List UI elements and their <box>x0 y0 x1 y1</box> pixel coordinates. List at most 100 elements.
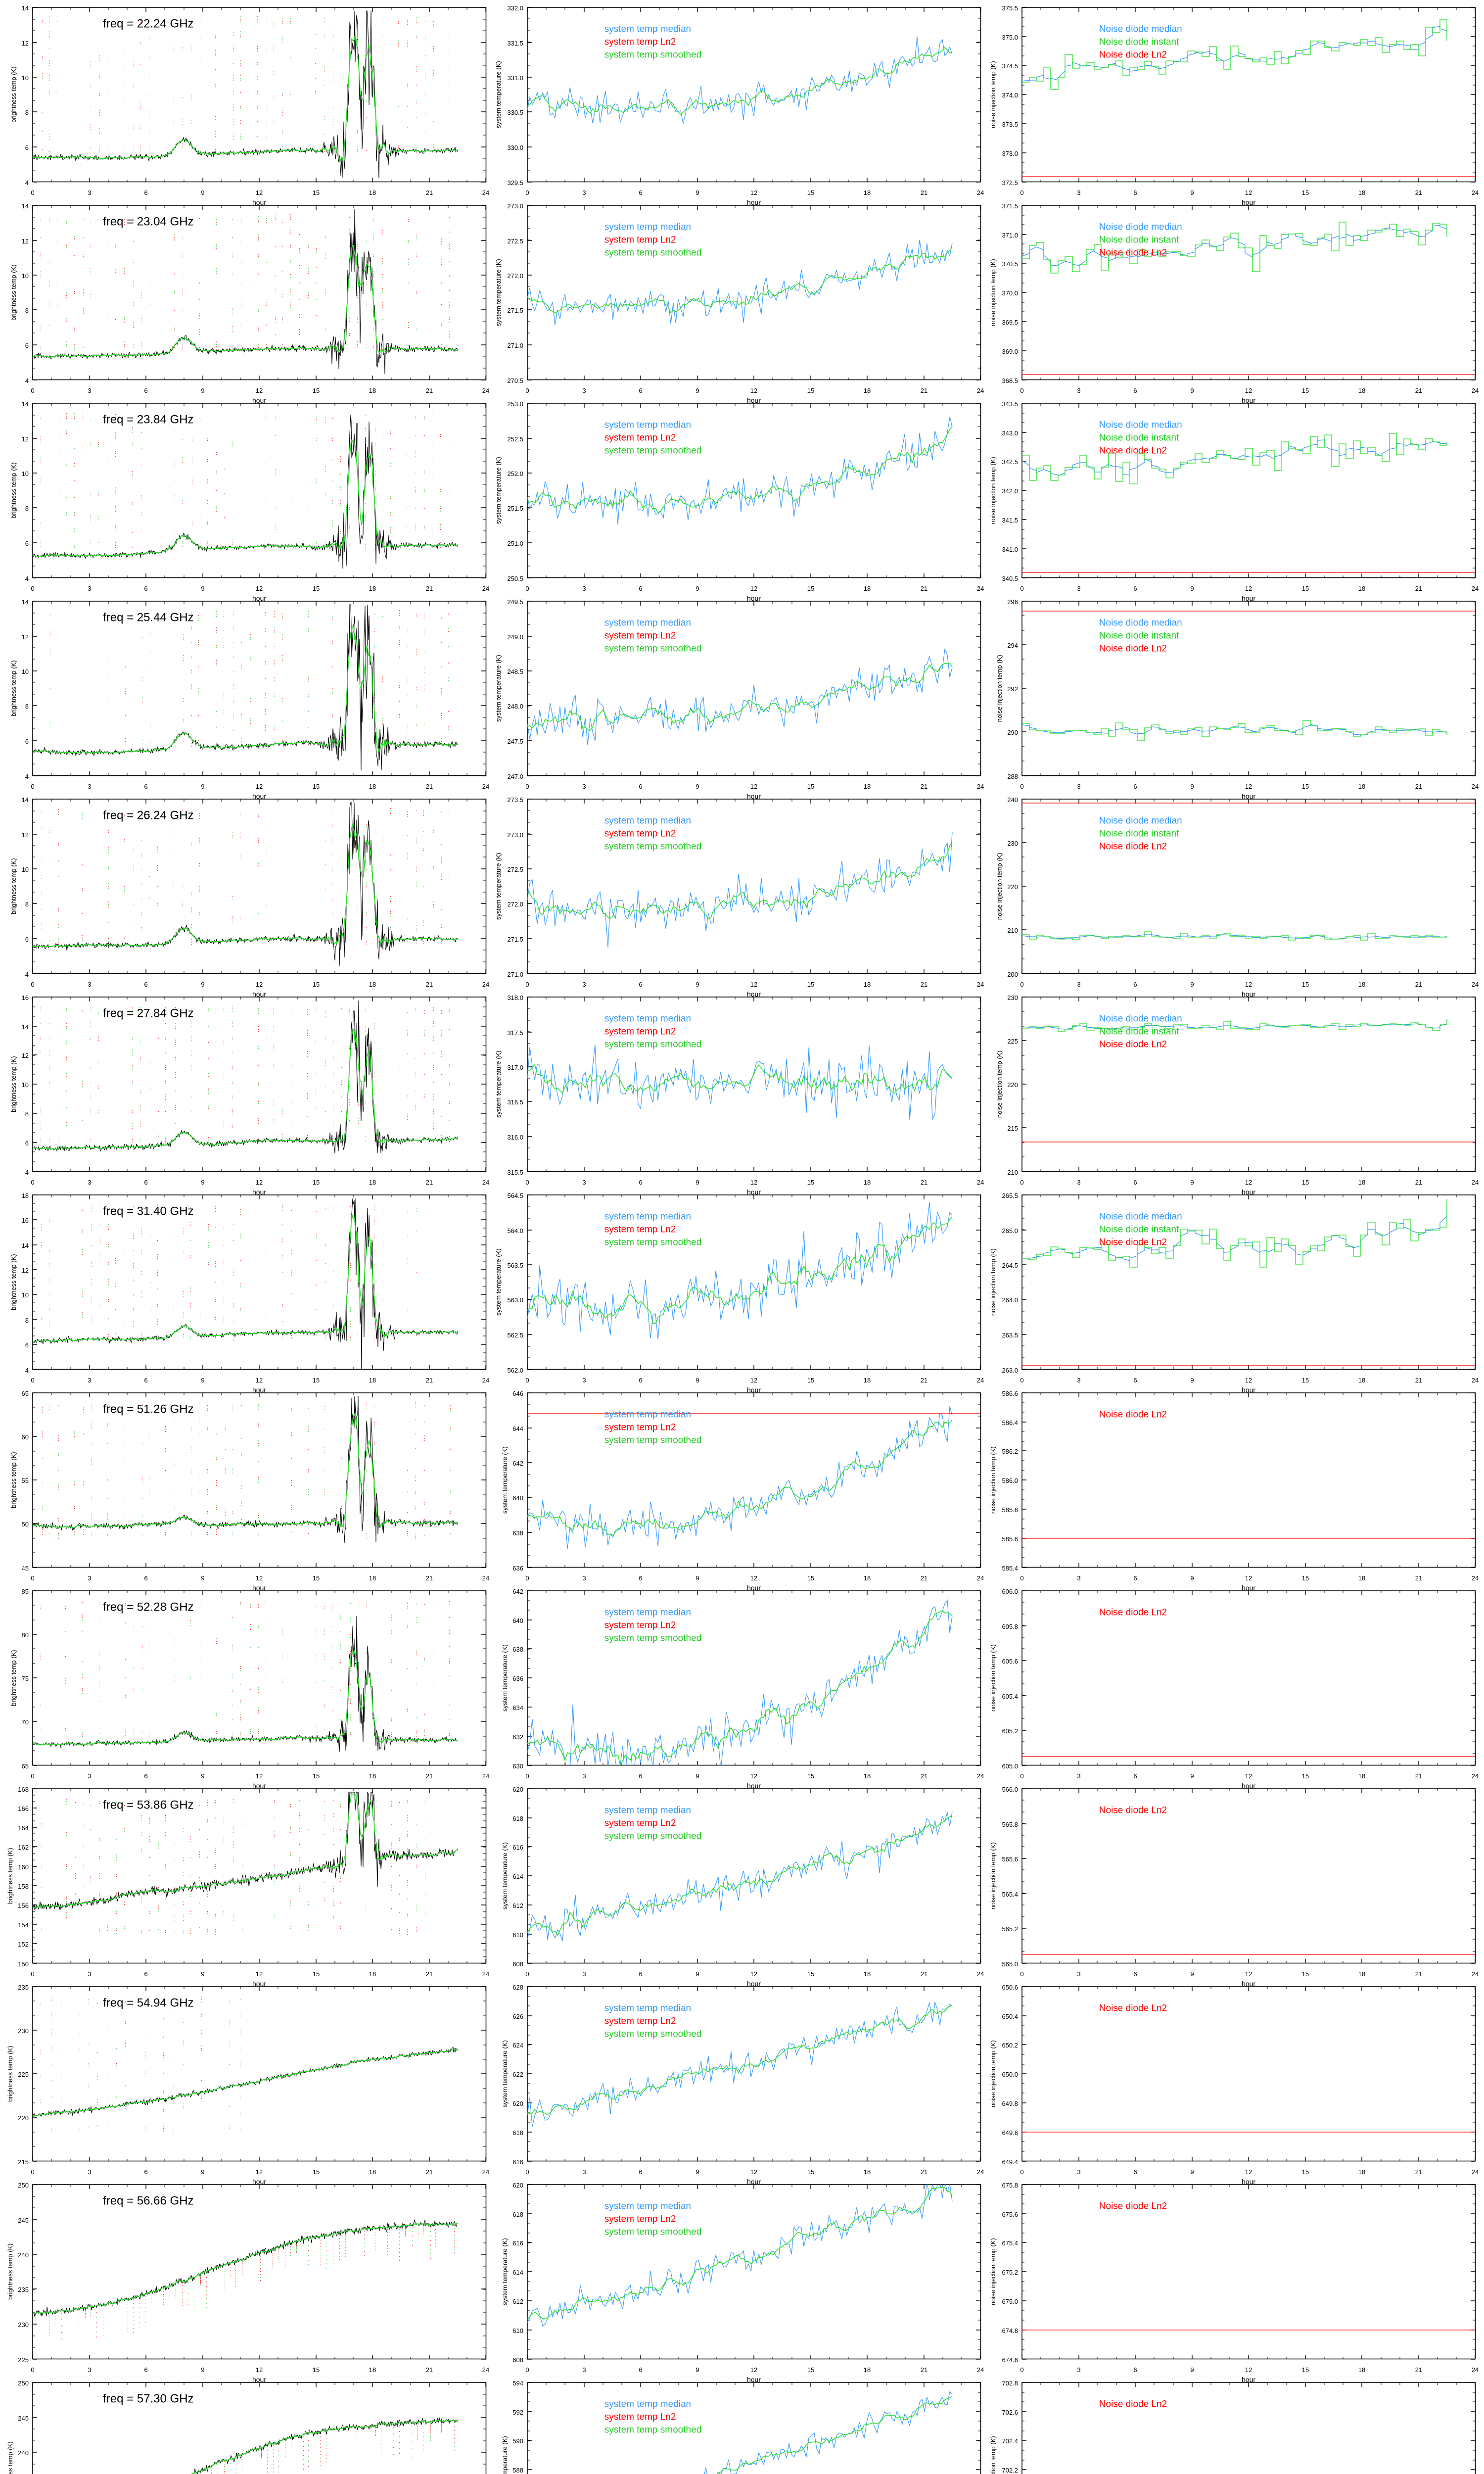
svg-text:15: 15 <box>313 189 320 196</box>
svg-text:14: 14 <box>22 598 29 606</box>
svg-text:8: 8 <box>25 901 29 908</box>
svg-text:18: 18 <box>1358 1179 1365 1186</box>
svg-text:system temp smoothed: system temp smoothed <box>604 2227 701 2237</box>
svg-text:brightness temp (K): brightness temp (K) <box>10 1254 17 1310</box>
svg-text:system temperature (K): system temperature (K) <box>501 2040 509 2107</box>
svg-text:12: 12 <box>1245 783 1252 790</box>
svg-text:Noise diode Ln2: Noise diode Ln2 <box>1099 1607 1167 1618</box>
svg-text:6: 6 <box>639 1574 642 1582</box>
svg-text:freq = 53.86 GHz: freq = 53.86 GHz <box>103 1799 193 1812</box>
svg-text:0: 0 <box>1020 1377 1023 1384</box>
svg-text:585.4: 585.4 <box>1002 1565 1018 1572</box>
svg-text:system temp Ln2: system temp Ln2 <box>604 2214 676 2224</box>
svg-text:noise injection temp (K): noise injection temp (K) <box>989 61 997 128</box>
svg-text:343.0: 343.0 <box>1002 429 1018 437</box>
svg-text:318.0: 318.0 <box>507 994 523 1001</box>
svg-text:272.5: 272.5 <box>507 866 523 873</box>
svg-text:12: 12 <box>750 1377 757 1384</box>
svg-text:0: 0 <box>31 1377 34 1384</box>
svg-text:6: 6 <box>144 2168 147 2176</box>
svg-text:273.0: 273.0 <box>507 831 523 839</box>
svg-text:271.5: 271.5 <box>507 936 523 943</box>
svg-text:12: 12 <box>256 1179 263 1186</box>
svg-text:18: 18 <box>1358 2168 1365 2176</box>
svg-text:563.5: 563.5 <box>507 1262 523 1269</box>
svg-text:9: 9 <box>201 387 204 394</box>
svg-text:system temperature (K): system temperature (K) <box>495 61 502 128</box>
svg-text:6: 6 <box>639 1772 642 1780</box>
svg-text:3: 3 <box>1077 981 1080 988</box>
svg-text:brightness temp (K): brightness temp (K) <box>10 1650 17 1706</box>
svg-text:585.6: 585.6 <box>1002 1535 1018 1543</box>
svg-text:9: 9 <box>201 1377 204 1384</box>
svg-text:331.0: 331.0 <box>507 74 523 82</box>
svg-text:21: 21 <box>426 2366 433 2374</box>
svg-text:60: 60 <box>22 1433 29 1441</box>
svg-text:brightness temp (K): brightness temp (K) <box>6 2441 14 2474</box>
svg-text:6: 6 <box>25 738 29 745</box>
svg-text:12: 12 <box>256 387 263 394</box>
svg-text:noise injection temp (K): noise injection temp (K) <box>989 2040 997 2107</box>
svg-text:164: 164 <box>18 1824 29 1832</box>
svg-text:24: 24 <box>977 1772 984 1780</box>
svg-text:8: 8 <box>25 703 29 710</box>
svg-text:605.0: 605.0 <box>1002 1762 1018 1770</box>
svg-text:0: 0 <box>525 1377 529 1384</box>
svg-text:9: 9 <box>1190 783 1194 790</box>
svg-text:system temp Ln2: system temp Ln2 <box>604 1422 676 1432</box>
svg-text:15: 15 <box>1302 2168 1309 2176</box>
svg-text:249.5: 249.5 <box>507 598 523 606</box>
svg-text:6: 6 <box>25 936 29 943</box>
svg-text:3: 3 <box>88 1179 91 1186</box>
svg-text:6: 6 <box>1133 1377 1137 1384</box>
svg-text:371.0: 371.0 <box>1002 232 1018 239</box>
svg-text:Noise diode median: Noise diode median <box>1099 618 1182 628</box>
svg-text:noise injection temp (K): noise injection temp (K) <box>996 655 1003 722</box>
svg-text:4: 4 <box>25 179 29 187</box>
svg-text:6: 6 <box>1133 1970 1137 1978</box>
svg-text:586.2: 586.2 <box>1002 1448 1018 1455</box>
svg-text:21: 21 <box>1415 2366 1422 2374</box>
svg-text:610: 610 <box>512 1931 523 1939</box>
svg-text:0: 0 <box>525 1970 529 1978</box>
svg-text:system temperature (K): system temperature (K) <box>501 1446 509 1514</box>
svg-text:702.8: 702.8 <box>1002 2379 1018 2387</box>
svg-text:noise injection temp (K): noise injection temp (K) <box>989 259 997 326</box>
svg-text:6: 6 <box>144 981 147 988</box>
svg-text:system temperature (K): system temperature (K) <box>501 2238 509 2305</box>
svg-text:3: 3 <box>582 1377 586 1384</box>
svg-text:369.5: 369.5 <box>1002 319 1018 326</box>
svg-text:264.0: 264.0 <box>1002 1296 1018 1304</box>
svg-text:15: 15 <box>313 783 320 790</box>
svg-text:18: 18 <box>864 387 871 394</box>
svg-text:332.0: 332.0 <box>507 4 523 12</box>
svg-text:9: 9 <box>201 1179 204 1186</box>
svg-text:245: 245 <box>18 2217 29 2224</box>
svg-text:9: 9 <box>201 1772 204 1780</box>
svg-text:21: 21 <box>426 585 433 592</box>
svg-text:273.5: 273.5 <box>507 796 523 804</box>
svg-text:12: 12 <box>256 2366 263 2374</box>
svg-text:0: 0 <box>1020 1772 1023 1780</box>
svg-text:system temp median: system temp median <box>604 1805 691 1815</box>
svg-text:616: 616 <box>512 1844 523 1851</box>
svg-text:650.6: 650.6 <box>1002 1984 1018 1991</box>
svg-text:9: 9 <box>1190 1574 1194 1582</box>
svg-text:0: 0 <box>31 2366 34 2374</box>
svg-text:Noise diode Ln2: Noise diode Ln2 <box>1099 643 1167 654</box>
svg-text:brightness temp (K): brightness temp (K) <box>10 660 17 716</box>
svg-text:9: 9 <box>696 1179 699 1186</box>
svg-text:16: 16 <box>22 994 29 1001</box>
svg-text:373.0: 373.0 <box>1002 150 1018 157</box>
svg-text:3: 3 <box>582 2168 586 2176</box>
svg-text:626: 626 <box>512 2013 523 2020</box>
svg-text:628: 628 <box>512 1984 523 1991</box>
svg-text:369.0: 369.0 <box>1002 348 1018 355</box>
svg-text:341.5: 341.5 <box>1002 517 1018 524</box>
svg-text:15: 15 <box>313 1970 320 1978</box>
svg-text:21: 21 <box>1415 1377 1422 1384</box>
svg-text:0: 0 <box>31 783 34 790</box>
svg-text:630: 630 <box>512 1762 523 1770</box>
svg-text:65: 65 <box>22 1762 29 1770</box>
svg-text:9: 9 <box>1190 2168 1194 2176</box>
